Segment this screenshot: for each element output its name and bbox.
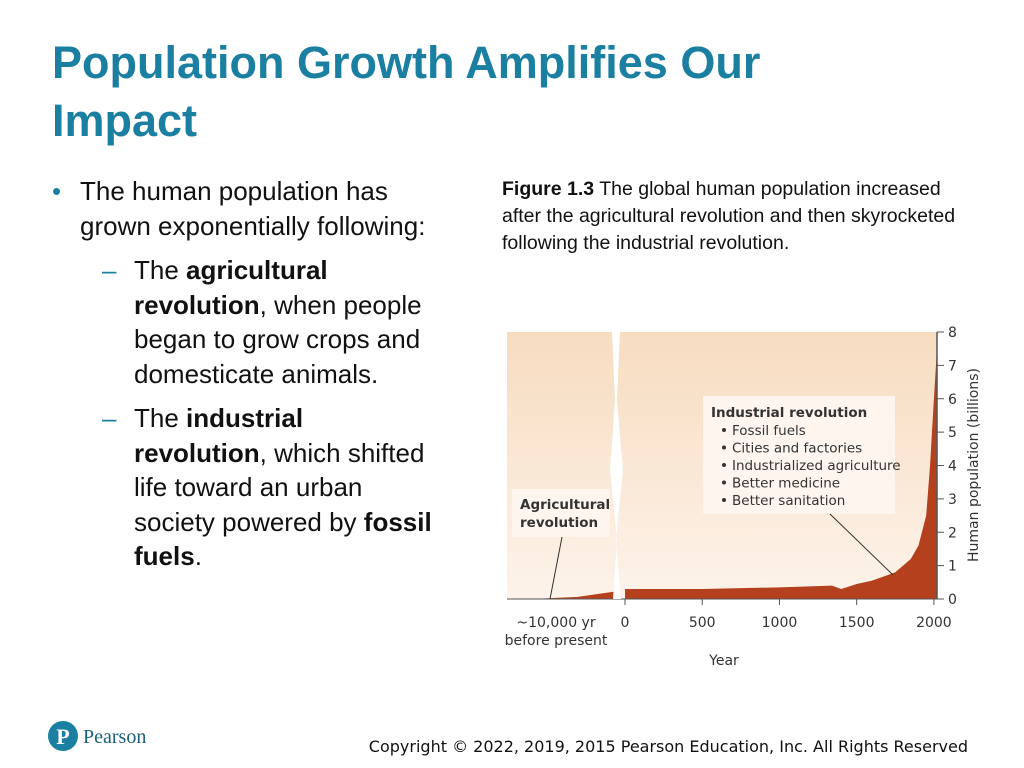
annotation-box [512, 489, 610, 537]
text-run: agricultural revolution [134, 255, 328, 320]
caption-label: Figure 1.3 [502, 178, 595, 200]
x-tick-label: 1000 [762, 615, 798, 631]
y-tick-label: 0 [948, 592, 957, 608]
y-tick-label: 7 [948, 358, 957, 374]
text-run: The [134, 255, 187, 285]
annotation: Agricultural [520, 497, 610, 513]
x-tick-label: 500 [689, 615, 716, 631]
axis-break [610, 332, 623, 599]
y-tick-label: 8 [948, 325, 957, 341]
text-run: . [194, 541, 202, 571]
text-run: The [134, 403, 187, 433]
x-tick-label: 0 [621, 615, 630, 631]
area [625, 348, 937, 599]
caption-text: The global human population increased af… [502, 178, 956, 254]
text-run: fossil fuels [134, 506, 432, 572]
bullet: The human population has grown exponenti… [52, 174, 442, 243]
annotation-box [703, 396, 895, 514]
early-label-line: ~10,000 yr [516, 615, 595, 631]
bullet-dot [722, 445, 726, 450]
copyright: Copyright © 2022, 2019, 2015 Pearson Edu… [368, 737, 968, 756]
annotation-item: Industrialized agriculture [732, 458, 901, 474]
y-tick-label: 6 [948, 392, 957, 408]
logo-text: Pearson [83, 726, 146, 748]
leader-line [549, 536, 563, 600]
sub-bullet: The industrial revolution, which shifted… [52, 401, 442, 574]
bullet-dot [722, 480, 726, 485]
x-axis-label: Year [708, 653, 739, 669]
svg-text:P: P [56, 724, 69, 749]
y-tick-label: 1 [948, 559, 957, 575]
slide-title: Population Growth Amplifies Our Impact [52, 37, 761, 146]
annotation-item: Better sanitation [732, 493, 845, 509]
annotation: revolution [520, 515, 598, 531]
annotation-item: Fossil fuels [732, 423, 806, 439]
sub-bullet: The agricultural revolution, when people… [52, 253, 442, 391]
logo: P Pearson [48, 721, 146, 751]
bullet-dot [722, 498, 726, 502]
text-run: industrial revolution [134, 403, 304, 468]
bullet-dot [722, 428, 726, 432]
y-tick-label: 5 [948, 425, 957, 441]
annotation-item: Better medicine [732, 476, 840, 492]
early-label: ~10,000 yr before present [505, 615, 608, 649]
leader-line [829, 513, 894, 576]
text-run: , when people began to grow crops and do… [134, 289, 422, 389]
x-tick-label: 1500 [839, 615, 875, 631]
annotation-title: Industrial revolution [711, 405, 867, 421]
annotation-item: Cities and factories [732, 441, 862, 457]
bullet-dot [722, 463, 726, 467]
x-tick-label: 2000 [916, 615, 952, 631]
y-tick-label: 2 [948, 525, 957, 541]
y-tick-label: 3 [948, 492, 957, 508]
early-label-line: before present [505, 633, 608, 649]
y-tick-label: 4 [948, 459, 957, 475]
bullet-list: The human population has grown exponenti… [52, 174, 442, 574]
text-run: , which shifted life toward an urban soc… [134, 437, 425, 537]
y-axis-label: Human population (billions) [966, 368, 982, 562]
figure-caption: Figure 1.3 The global human population i… [502, 176, 972, 257]
chart: 0 1 2 3 4 5 6 7 8 0 500 1000 1500 2000 ~10,000 yr befor… [505, 325, 982, 669]
